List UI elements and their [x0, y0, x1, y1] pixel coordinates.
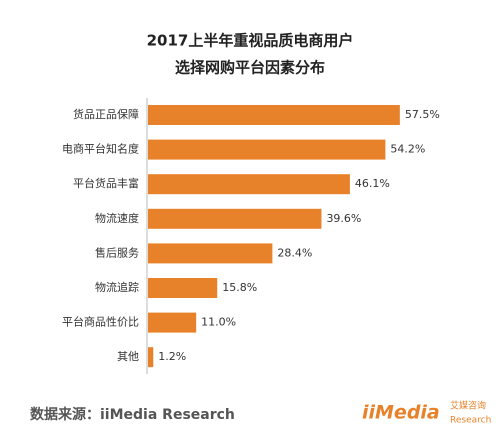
- chart-title: 选择网购平台因素分布: [175, 59, 325, 77]
- bar: [148, 139, 386, 160]
- value-label: 28.4%: [277, 246, 312, 259]
- value-label: 39.6%: [326, 212, 361, 225]
- category-label: 售后服务: [95, 245, 139, 259]
- category-label: 平台商品性价比: [62, 315, 139, 329]
- category-label: 平台货品丰富: [73, 176, 139, 190]
- value-label: 57.5%: [405, 108, 440, 121]
- value-label: 15.8%: [222, 281, 257, 294]
- logo-en: Research: [450, 416, 491, 426]
- bar: [148, 105, 400, 125]
- category-label: 货品正品保障: [73, 107, 139, 121]
- category-label: 电商平台知名度: [62, 142, 139, 156]
- value-label: 1.2%: [158, 350, 186, 363]
- value-label: 11.0%: [201, 316, 236, 329]
- bar: [148, 278, 218, 298]
- category-label: 物流追踪: [95, 280, 139, 294]
- source: 数据来源：iiMedia Research: [30, 406, 235, 423]
- bar: [148, 312, 197, 333]
- logo-brand: iiMedia: [362, 402, 440, 424]
- bar: [148, 243, 273, 264]
- value-label: 54.2%: [390, 143, 425, 156]
- bar: [148, 208, 322, 229]
- category-label: 其他: [117, 350, 139, 363]
- value-label: 46.1%: [355, 177, 390, 190]
- logo-cn: 艾媒咨询: [450, 400, 486, 412]
- category-label: 物流速度: [95, 211, 139, 225]
- bar: [148, 347, 154, 368]
- bar: [148, 174, 350, 195]
- chart-title: 2017上半年重视品质电商用户: [147, 32, 354, 50]
